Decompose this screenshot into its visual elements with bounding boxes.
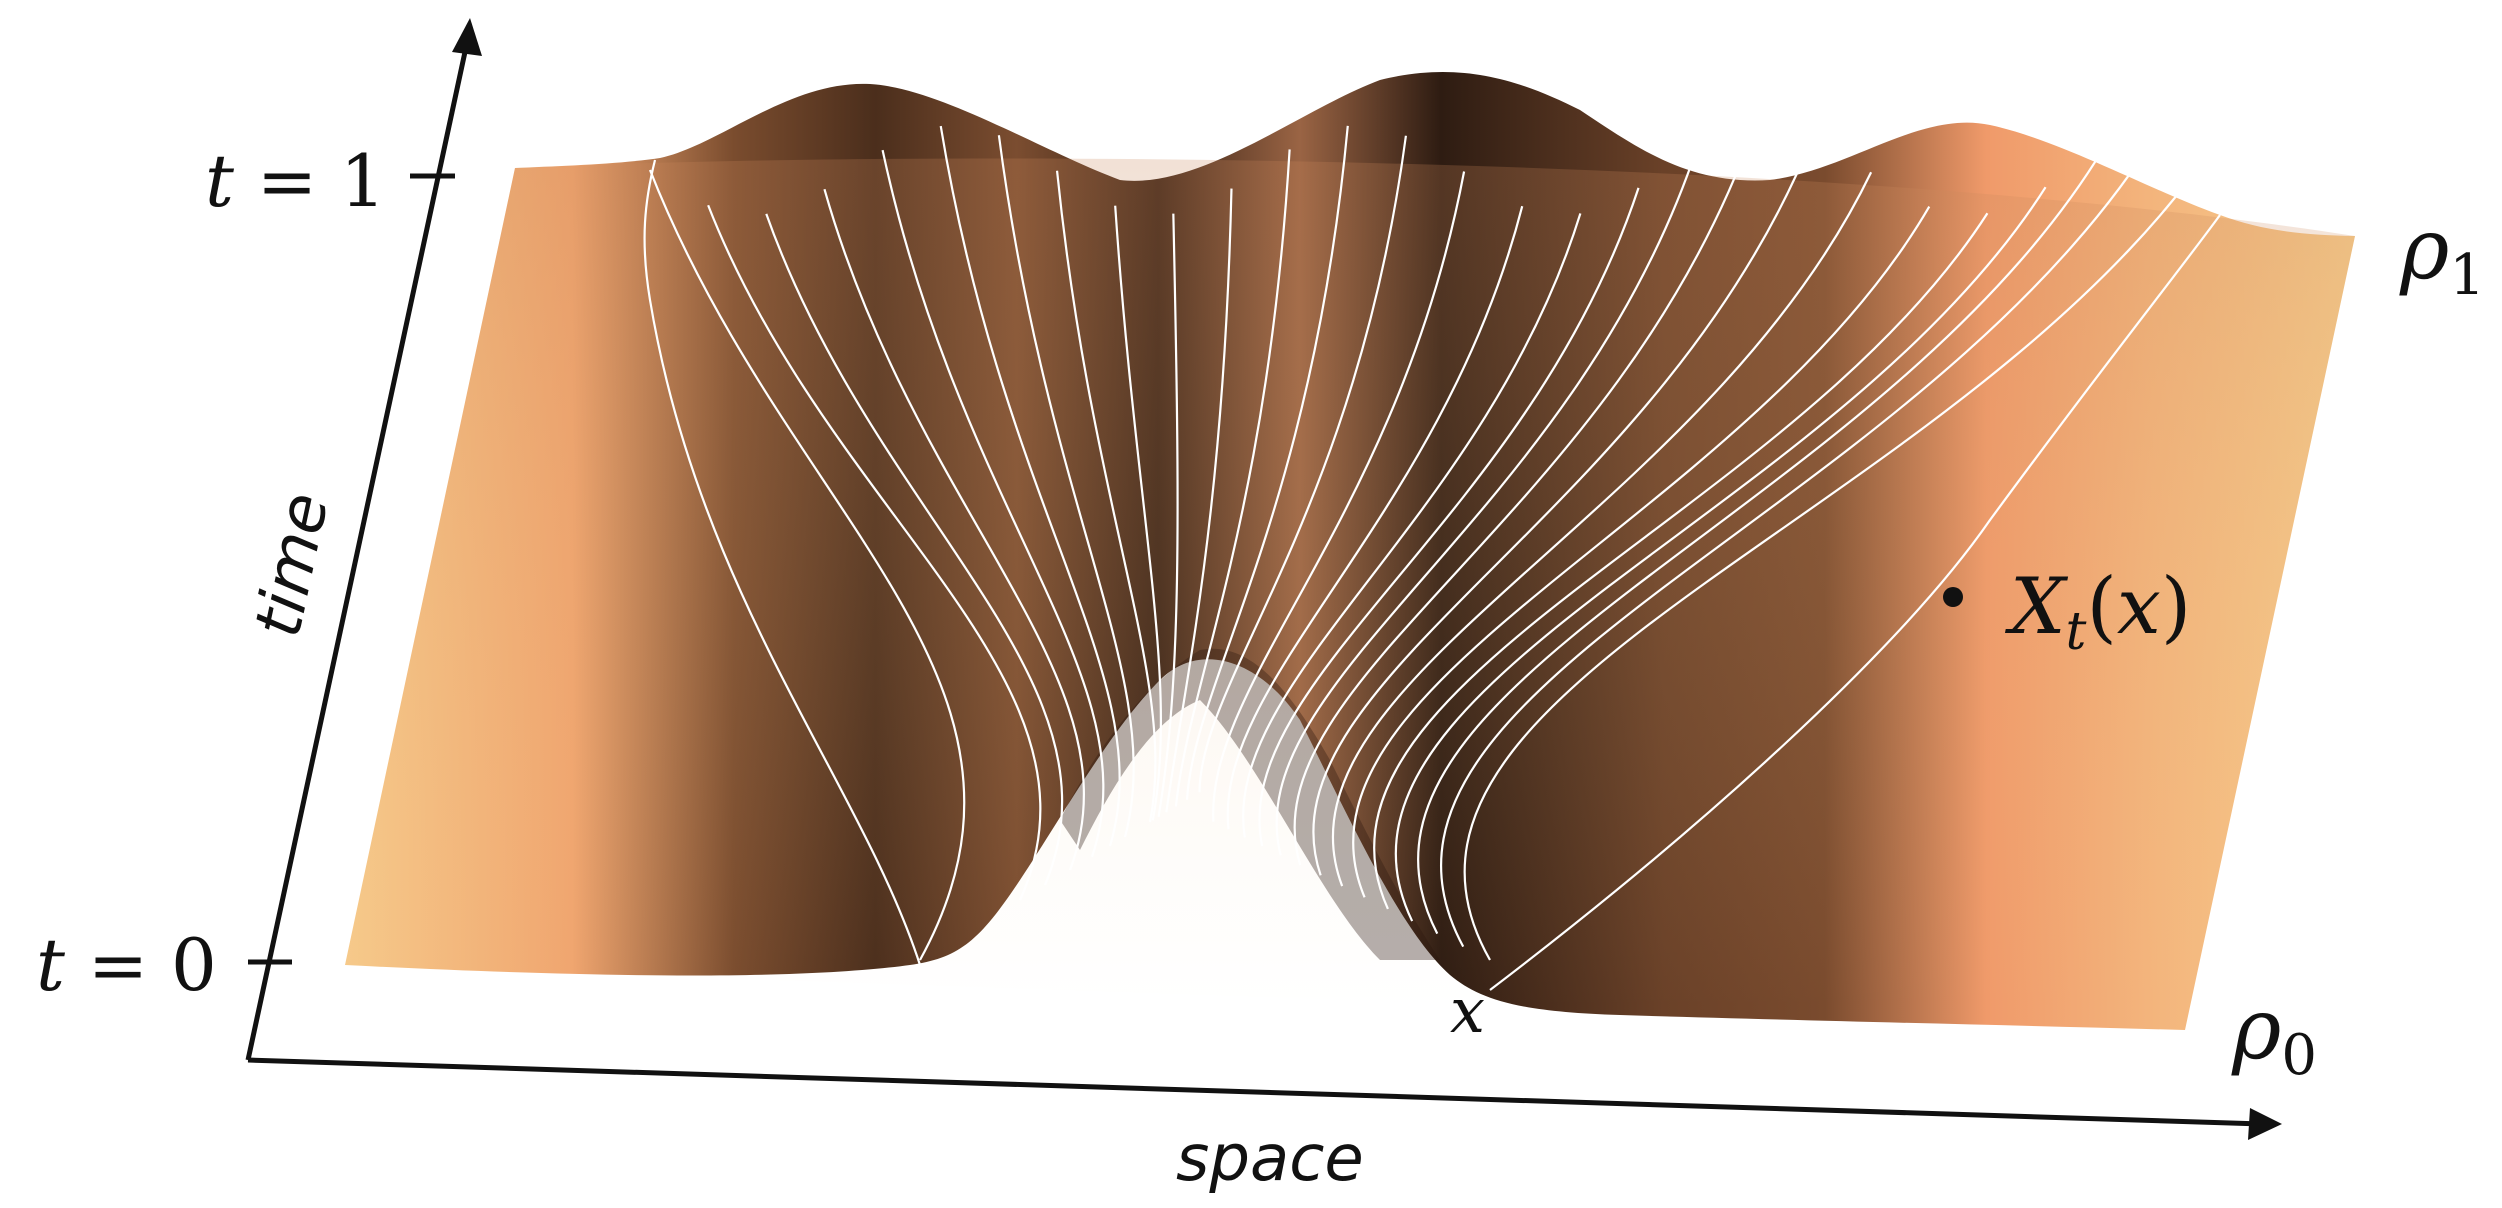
flow-line-outer bbox=[1489, 214, 2221, 991]
flow-line-outer bbox=[643, 159, 922, 966]
flow-line bbox=[1174, 149, 1291, 807]
flow-line bbox=[1352, 206, 1931, 898]
flow-line bbox=[1275, 148, 1698, 856]
time-axis-label: time bbox=[241, 487, 343, 644]
flow-line bbox=[1114, 205, 1163, 821]
flow-line bbox=[1463, 136, 2221, 961]
flow-line bbox=[997, 135, 1135, 838]
axes bbox=[245, 18, 2282, 1140]
flow-lines bbox=[643, 125, 2221, 991]
flow-line bbox=[881, 149, 1105, 858]
flow-line bbox=[1417, 147, 2105, 935]
flow-line bbox=[1373, 212, 1989, 910]
flow-line bbox=[1293, 125, 1756, 866]
rho1-label: ρ1 bbox=[2399, 200, 2485, 308]
flow-line bbox=[823, 188, 1085, 871]
flow-line bbox=[1258, 187, 1640, 847]
flow-line bbox=[1157, 213, 1179, 818]
trajectory-dot bbox=[1943, 587, 1963, 607]
flow-line bbox=[939, 125, 1121, 847]
space-axis-line bbox=[247, 1057, 2263, 1127]
flow-line bbox=[765, 213, 1064, 886]
flow-line bbox=[648, 169, 966, 961]
flow-line bbox=[1394, 186, 2047, 922]
trajectory-marker bbox=[1943, 587, 1963, 607]
flow-line bbox=[1212, 171, 1466, 822]
flow-line bbox=[1312, 135, 1814, 876]
flow-line bbox=[1439, 125, 2163, 948]
trajectory-label: Xt(x) bbox=[2004, 562, 2191, 662]
flow-line bbox=[1226, 205, 1524, 830]
flow-line bbox=[1165, 188, 1233, 813]
flow-line bbox=[1198, 135, 1408, 793]
x-point-label: x bbox=[1450, 974, 1485, 1047]
flow-line bbox=[707, 204, 1042, 901]
flow-line bbox=[1331, 171, 1873, 887]
flow-line bbox=[1242, 213, 1582, 838]
rho0-label: ρ0 bbox=[2231, 980, 2317, 1088]
flow-line bbox=[1185, 125, 1349, 800]
tick-label-t0: t = 0 bbox=[36, 923, 217, 1007]
tick-label-t1: t = 1 bbox=[205, 139, 386, 223]
space-axis-label: space bbox=[1176, 1122, 1364, 1196]
space-axis-arrowhead bbox=[2248, 1108, 2282, 1140]
surface-sheen bbox=[345, 158, 2355, 1031]
surface-ridge-shadow bbox=[1060, 648, 1440, 960]
time-axis-arrowhead bbox=[452, 18, 482, 56]
flow-line bbox=[1055, 170, 1157, 823]
time-axis-line bbox=[245, 37, 471, 1061]
